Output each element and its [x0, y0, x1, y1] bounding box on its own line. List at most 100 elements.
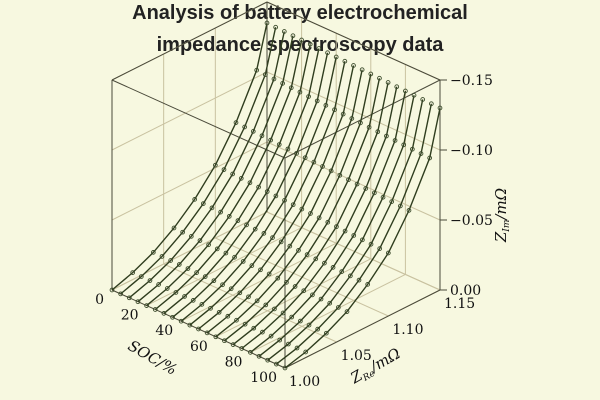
y-axis-ticks: 1.00 1.05 1.10 1.15 — [289, 296, 475, 390]
spectrum-marker — [385, 80, 391, 85]
soc-spectrum-line — [258, 95, 415, 357]
spectrum-marker — [173, 290, 179, 295]
spectrum-marker — [263, 302, 269, 308]
spectrum-marker — [282, 197, 287, 203]
spectrum-marker — [316, 46, 322, 51]
spectrum-marker — [277, 337, 283, 343]
spectrum-marker — [161, 311, 167, 316]
spectrum-marker — [178, 318, 184, 324]
spectrum-marker — [318, 296, 324, 302]
spectrum-marker — [254, 67, 260, 73]
spectrum-marker — [187, 322, 193, 328]
spectrum-marker — [310, 292, 315, 298]
soc-spectrum-line — [206, 69, 363, 334]
spectrum-marker — [202, 274, 208, 279]
spectrum-marker — [276, 142, 282, 147]
spectrum-marker — [314, 98, 320, 104]
spectrum-marker — [247, 180, 253, 186]
spectrum-marker — [273, 24, 278, 30]
spectrum-marker — [164, 286, 170, 291]
spectrum-marker — [368, 241, 374, 247]
spectrum-marker — [273, 193, 279, 199]
spectrum-marker — [188, 234, 194, 239]
spectrum-marker — [118, 291, 123, 297]
soc-spectrum-line — [275, 103, 433, 365]
spectrum-marker — [225, 313, 231, 319]
spectrum-marker — [266, 271, 272, 277]
soc-spectrum-line — [215, 73, 372, 338]
spectrum-marker — [274, 361, 279, 367]
spectrum-marker — [359, 67, 365, 73]
box-edge — [284, 79, 441, 159]
spectrum-marker — [264, 189, 270, 194]
soc-spectrum-line — [172, 52, 329, 318]
spectrum-marker — [290, 33, 296, 39]
floor-gridline — [146, 227, 302, 307]
spectrum-marker — [313, 256, 319, 262]
spectrum-marker — [268, 137, 273, 143]
spectrum-marker — [208, 305, 213, 311]
spectrum-marker — [296, 248, 301, 253]
spectrum-marker — [242, 124, 247, 130]
x-axis-label: SOC/% — [125, 337, 180, 379]
spectrum-marker — [242, 321, 248, 327]
spectrum-marker — [280, 81, 285, 86]
spectrum-marker — [323, 102, 329, 108]
spectrum-marker — [332, 107, 337, 113]
spectrum-marker — [287, 243, 293, 249]
spectrum-marker — [348, 273, 353, 279]
y-tick-label: 1.10 — [392, 322, 423, 338]
x-tick-label: 60 — [190, 339, 208, 355]
wall-gridline — [111, 211, 268, 291]
spectrum-marker — [234, 317, 239, 323]
chart-grid — [111, 1, 441, 369]
spectrum-marker — [334, 224, 339, 230]
spectrum-marker — [240, 259, 246, 264]
spectrum-marker — [325, 219, 331, 225]
spectrum-marker — [322, 260, 327, 266]
spectrum-marker — [299, 206, 305, 212]
spectrum-marker — [418, 151, 424, 156]
spectrum-marker — [230, 342, 236, 347]
soc-spectrum-line — [154, 44, 311, 311]
spectrum-marker — [306, 94, 311, 99]
spectrum-marker — [230, 171, 235, 177]
soc-spectrum-line — [189, 61, 346, 326]
spectrum-marker — [437, 105, 443, 111]
z-axis-label: ZIm/mΩ — [492, 188, 512, 243]
spectrum-marker — [389, 199, 395, 204]
spectrum-marker — [239, 346, 245, 351]
spectrum-marker — [248, 350, 253, 355]
spectrum-marker — [411, 92, 417, 98]
spectrum-marker — [228, 286, 234, 292]
spectrum-marker — [366, 124, 372, 130]
box-edge — [284, 289, 441, 369]
spectrum-marker — [199, 302, 205, 307]
spectrum-marker — [254, 298, 260, 304]
spectrum-marker — [333, 54, 339, 60]
spectrum-marker — [346, 177, 351, 183]
spectrum-marker — [307, 41, 313, 47]
z-tick-label: 0.00 — [450, 283, 481, 299]
spectrum-marker — [200, 201, 206, 206]
soc-spectrum-line — [232, 82, 389, 346]
spectrum-marker — [260, 329, 265, 335]
spectrum-marker — [152, 307, 158, 312]
spectrum-marker — [290, 202, 296, 208]
spectrum-marker — [250, 129, 256, 134]
spectrum-marker — [325, 50, 330, 56]
spectrum-marker — [256, 353, 262, 359]
spectrum-marker — [315, 326, 321, 332]
spectrum-marker — [336, 305, 341, 310]
y-tick-label: 1.05 — [341, 348, 372, 364]
spectrum-marker — [340, 111, 346, 117]
spectrum-marker — [311, 159, 317, 165]
spectrum-marker — [126, 295, 132, 301]
spectrum-marker — [394, 84, 400, 90]
spectrum-marker — [262, 72, 268, 77]
z-axis-ticks: 0.00 −0.05 −0.10 −0.15 — [440, 73, 493, 299]
spectrum-marker — [265, 357, 271, 363]
spectrum-marker — [196, 326, 201, 332]
spectrum-marker — [360, 237, 365, 243]
z-tick-label: −0.15 — [450, 73, 493, 89]
